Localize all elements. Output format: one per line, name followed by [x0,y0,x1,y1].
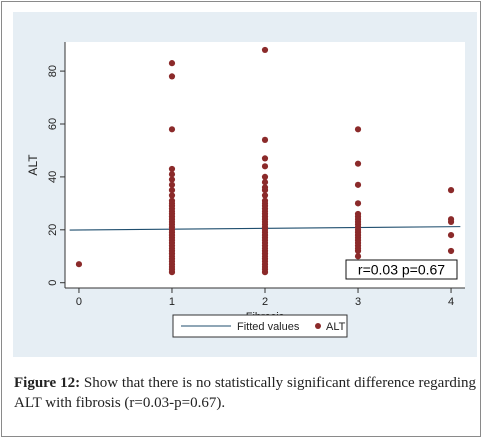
alt-data-point [261,179,269,186]
alt-data-point [354,247,362,255]
y-tick-label: 0 [47,280,59,286]
legend-box [172,314,348,338]
alt-data-point [354,200,362,207]
stats-annotation-text: r=0.03 p=0.67 [358,262,445,278]
stats-annotation-box [345,259,458,280]
x-tick-label: 1 [169,296,175,308]
y-tick-label: 80 [47,65,59,77]
legend-fit-label: Fitted values [237,321,300,333]
alt-data-point [168,192,176,199]
alt-data-point [354,160,362,167]
x-tick-label: 4 [448,296,454,308]
alt-data-point [447,187,455,194]
y-tick-label: 60 [47,118,59,130]
scatter-chart: 02040608001234ALTFibrosis r=0.03 p=0.67 … [26,42,465,338]
alt-data-point [261,155,269,162]
x-tick-label: 0 [76,296,82,308]
alt-data-point [447,247,455,255]
alt-data-point [354,253,362,260]
alt-data-point [168,176,176,183]
alt-data-point [447,218,455,225]
alt-data-point [168,60,176,67]
figure-caption: Figure 12: Show that there is no statist… [14,373,476,413]
alt-data-point [261,46,269,54]
alt-data-point [354,181,362,188]
chart-panel: 02040608001234ALTFibrosis r=0.03 p=0.67 … [13,12,477,357]
caption-label: Figure 12: [14,375,81,391]
alt-data-point [261,173,269,181]
alt-data-point [261,192,269,199]
alt-data-point [168,165,176,173]
alt-data-point [261,269,269,276]
alt-data-point [354,126,362,133]
x-tick-label: 2 [262,296,268,308]
alt-data-point [168,73,176,80]
y-tick-label: 40 [47,171,59,183]
alt-data-point [75,261,83,268]
x-tick-label: 3 [355,296,361,308]
legend-alt-label: ALT [326,321,346,333]
y-tick-label: 20 [47,224,59,236]
alt-data-point [447,231,455,239]
alt-data-point [261,187,269,194]
alt-data-point [261,163,269,170]
alt-data-point [261,136,269,143]
alt-data-point [168,181,176,188]
alt-data-point [168,269,176,276]
alt-data-point [168,171,176,178]
alt-data-point [168,187,176,194]
legend-alt-swatch [315,323,321,329]
y-axis-title: ALT [26,154,40,176]
alt-data-point [168,126,176,133]
caption-text: Show that there is no statistically sign… [14,375,476,411]
